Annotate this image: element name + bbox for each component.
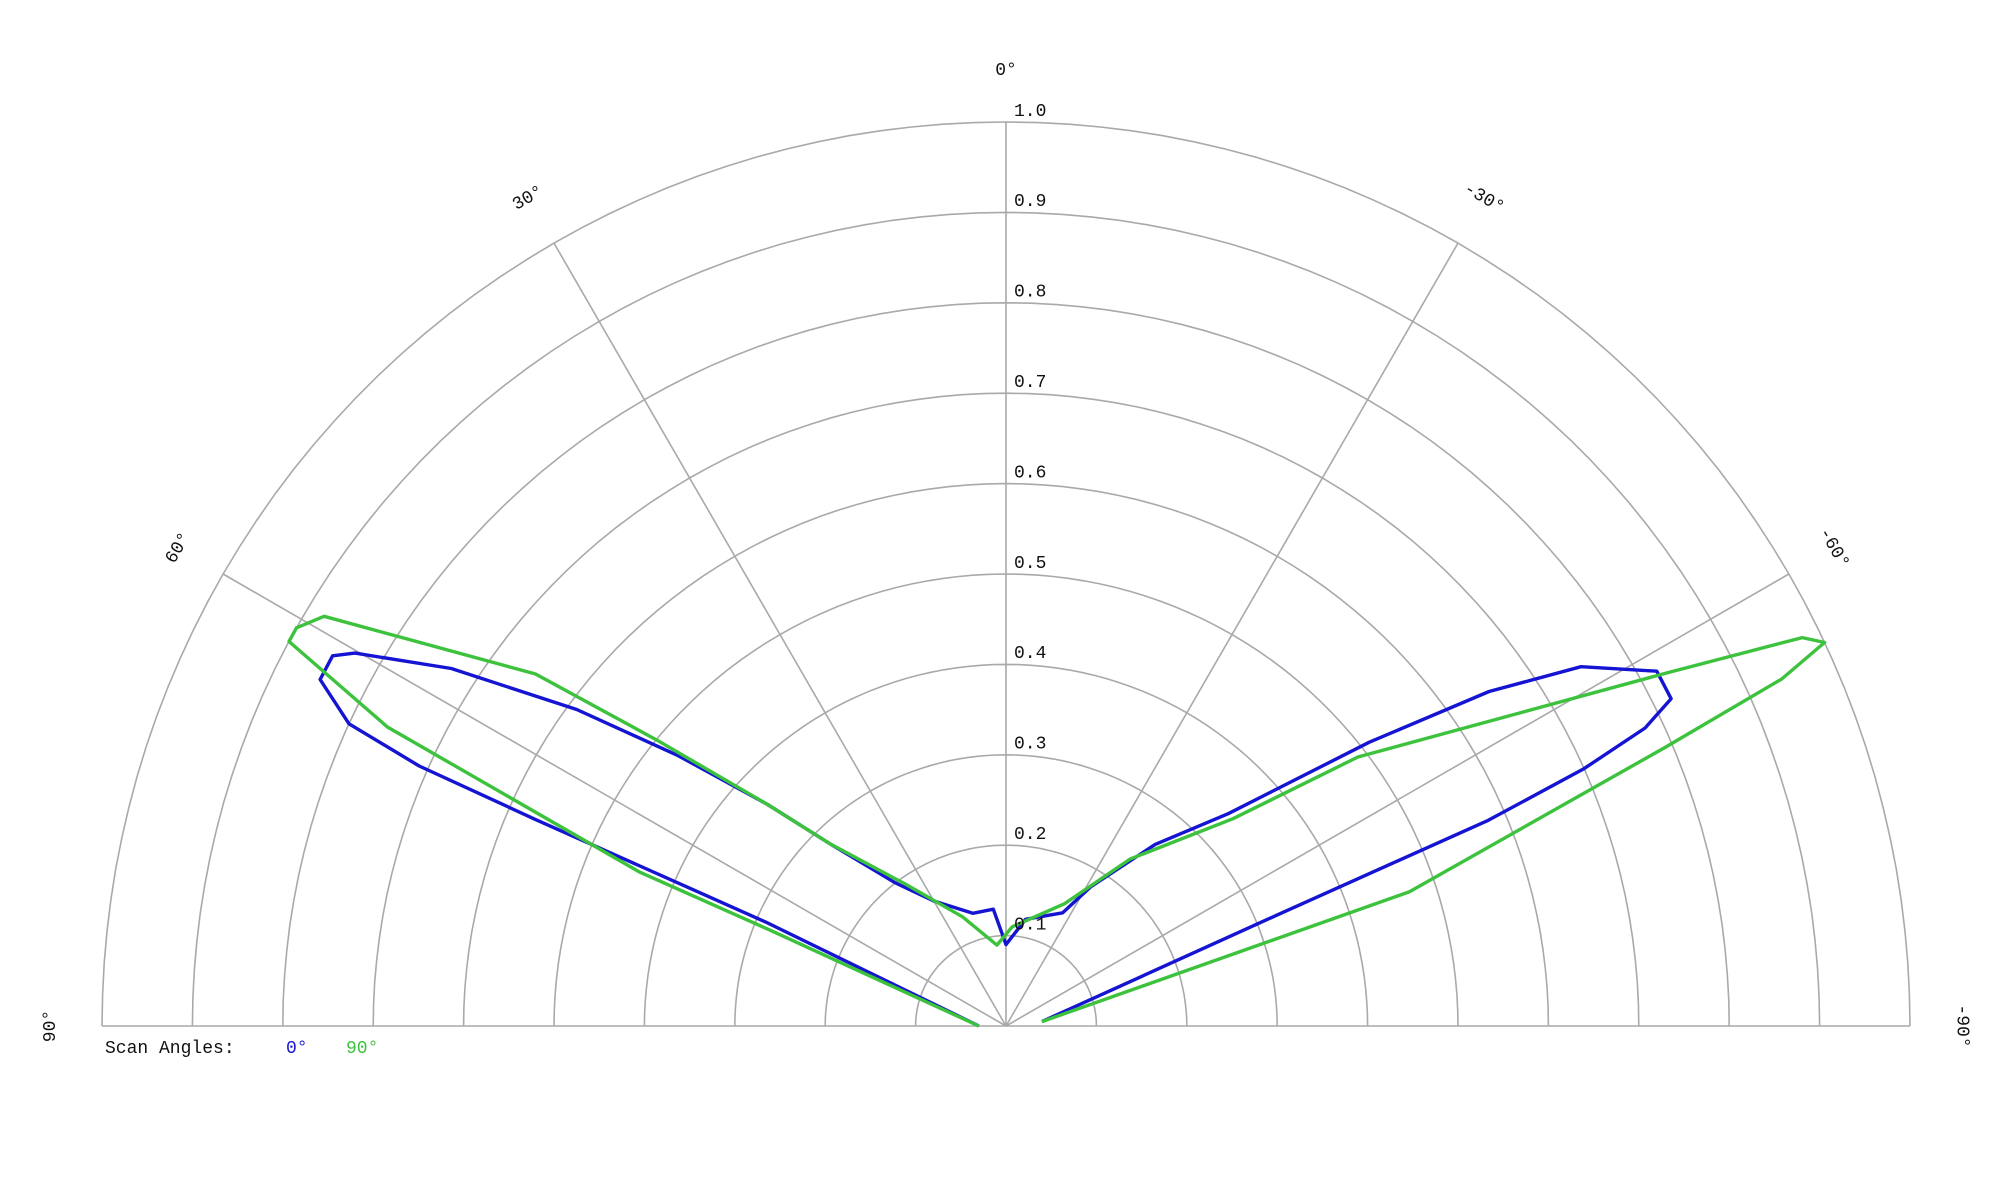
series-line <box>318 651 1673 1028</box>
legend-title: Scan Angles: <box>105 1039 235 1059</box>
r-tick-label: 0.5 <box>1014 554 1046 574</box>
r-tick-label: 0.7 <box>1014 373 1046 393</box>
r-tick-label: 0.8 <box>1014 283 1046 303</box>
legend-entry: 0° <box>286 1039 308 1059</box>
grid-spoke <box>222 573 1007 1027</box>
theta-tick-label: 30° <box>509 182 547 216</box>
theta-tick-label: 90° <box>41 1010 61 1042</box>
r-tick-label: 1.0 <box>1014 102 1046 122</box>
r-tick-label: 0.1 <box>1014 915 1046 935</box>
grid-spoke <box>1005 573 1790 1027</box>
theta-tick-label: 0° <box>995 61 1017 81</box>
grid-spoke <box>1005 242 1459 1027</box>
r-tick-label: 0.3 <box>1014 735 1046 755</box>
theta-tick-label: -30° <box>1460 179 1507 218</box>
r-tick-label: 0.2 <box>1014 825 1046 845</box>
r-tick-label: 0.9 <box>1014 192 1046 212</box>
legend-entry: 90° <box>346 1039 378 1059</box>
grid <box>101 121 1911 1027</box>
theta-tick-label: -60° <box>1814 525 1853 572</box>
theta-tick-label: -90° <box>1951 1004 1971 1047</box>
theta-tick-label: 60° <box>162 529 196 567</box>
series-line <box>287 614 1827 1028</box>
r-tick-label: 0.6 <box>1014 463 1046 483</box>
grid-spoke <box>553 242 1007 1027</box>
plot-area <box>287 614 1827 1028</box>
r-tick-label: 0.4 <box>1014 644 1046 664</box>
